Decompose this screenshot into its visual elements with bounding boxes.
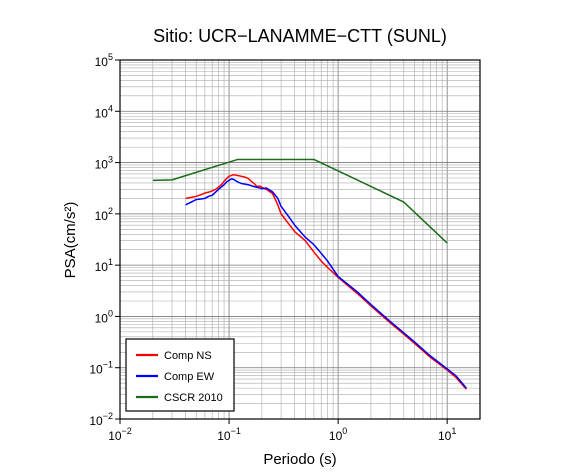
data-series <box>152 158 467 390</box>
series-line-2 <box>185 178 467 389</box>
legend-label-2: Comp EW <box>164 371 215 383</box>
x-axis-label: Periodo (s) <box>263 451 336 468</box>
x-tick-label: 10−1 <box>217 426 241 443</box>
series-line-1 <box>185 173 467 390</box>
plot-frame <box>119 59 481 420</box>
grid-lines <box>119 59 481 420</box>
legend: Comp NS Comp EW CSCR 2010 <box>125 338 235 412</box>
legend-label-1: Comp NS <box>164 350 212 362</box>
y-tick-label: 105 <box>95 52 113 69</box>
series-line-3 <box>152 158 448 244</box>
y-axis-ticks: 10−2 10−1 100 101 102 103 104 105 <box>89 52 120 428</box>
x-tick-label: 100 <box>329 426 347 443</box>
x-axis-ticks: 10−2 10−1 100 101 <box>108 419 456 443</box>
y-axis-label: PSA(cm/s²) <box>62 202 79 279</box>
chart-title: Sitio: UCR−LANAMME−CTT (SUNL) <box>153 26 447 46</box>
y-tick-label: 10−1 <box>89 360 113 377</box>
y-tick-label: 10−2 <box>89 411 113 428</box>
legend-label-3: CSCR 2010 <box>164 392 223 404</box>
x-tick-label: 101 <box>438 426 456 443</box>
y-tick-label: 102 <box>95 206 113 223</box>
y-tick-label: 103 <box>95 155 113 172</box>
x-tick-label: 10−2 <box>108 426 132 443</box>
y-tick-label: 101 <box>95 257 113 274</box>
y-tick-label: 100 <box>95 308 113 325</box>
y-tick-label: 104 <box>95 103 113 120</box>
